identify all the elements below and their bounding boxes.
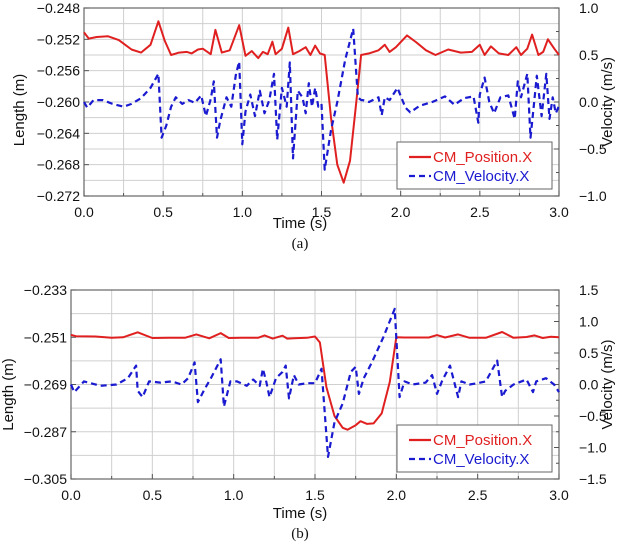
legend: CM_Position.X CM_Velocity.X: [396, 424, 553, 473]
y-tick-label: −0.305: [24, 471, 67, 487]
x-axis-title: Time (s): [273, 215, 327, 232]
y2-axis-title: Velocity (m/s): [599, 57, 616, 147]
y2-tick-label: 1.0: [579, 314, 599, 330]
y-tick-label: −0.287: [24, 424, 67, 440]
x-tick-label: 0.5: [153, 204, 173, 220]
y2-tick-label: −1.0: [579, 440, 607, 456]
legend: CM_Position.X CM_Velocity.X: [396, 141, 553, 190]
series-line-cm-velocity-x: [83, 27, 561, 171]
y2-axis-title: Velocity (m/s): [599, 339, 616, 429]
x-tick-label: 3.0: [549, 487, 569, 503]
x-tick-label: 1.5: [312, 204, 332, 220]
y-tick-label: −0.269: [24, 377, 67, 393]
y2-tick-label: 0.5: [579, 345, 599, 361]
y-tick-label: −0.233: [24, 282, 67, 298]
y2-tick-label: −1.5: [579, 471, 607, 487]
y-tick-label: −0.260: [37, 94, 80, 110]
y2-tick-label: 0.5: [579, 47, 599, 63]
x-tick-label: 2.5: [470, 204, 490, 220]
legend-label: CM_Position.X: [433, 149, 532, 166]
x-axis-title: Time (s): [273, 505, 327, 522]
y-tick-label: −0.264: [37, 125, 80, 141]
x-tick-label: 0.5: [143, 487, 163, 503]
y-tick-label: −0.248: [37, 0, 80, 16]
series-line-cm-position-x: [70, 331, 560, 431]
panel-caption: (b): [291, 526, 309, 542]
x-tick-label: 1.0: [224, 487, 244, 503]
series-line-cm-position-x: [83, 20, 560, 184]
y2-tick-label: 1.5: [579, 282, 599, 298]
y-tick-label: −0.272: [37, 188, 80, 204]
y2-tick-label: 0.0: [579, 94, 599, 110]
legend-label: CM_Velocity.X: [433, 168, 529, 185]
x-tick-label: 0.0: [61, 487, 81, 503]
legend-box: [396, 141, 553, 190]
x-tick-label: 0.0: [74, 204, 94, 220]
panel-caption: (a): [292, 236, 309, 252]
y-tick-label: −0.268: [37, 157, 80, 173]
chart-panel-a: 0.0 0.5 1.0 1.5 2.0 2.5 3.0 −0.248 −0.252 −0.256 −…: [11, 0, 616, 252]
y2-tick-label: −0.5: [579, 408, 607, 424]
x-tick-label: 3.0: [549, 204, 569, 220]
x-tick-label: 2.0: [391, 204, 411, 220]
x-tick-label: 1.5: [305, 487, 325, 503]
x-tick-label: 1.0: [233, 204, 253, 220]
y2-tick-label: 0.0: [579, 377, 599, 393]
legend-box: [396, 424, 553, 473]
y-tick-label: −0.252: [37, 31, 80, 47]
y-axis-title: Length (m): [11, 74, 28, 147]
series-line-cm-velocity-x: [69, 307, 560, 458]
x-tick-label: 2.0: [387, 487, 407, 503]
y2-tick-label: −0.5: [579, 141, 607, 157]
y2-tick-label: 1.0: [579, 0, 599, 16]
chart-panel-b: 0.0 0.5 1.0 1.5 2.0 2.5 3.0 −0.233 −0.251 −0.269 −…: [0, 282, 616, 542]
y-axis-title: Length (m): [0, 358, 17, 431]
y-tick-label: −0.256: [37, 63, 80, 79]
legend-label: CM_Velocity.X: [433, 451, 529, 468]
x-tick-label: 2.5: [468, 487, 488, 503]
y-tick-label: −0.251: [24, 329, 67, 345]
y2-tick-label: −1.0: [579, 188, 607, 204]
legend-label: CM_Position.X: [433, 432, 532, 449]
